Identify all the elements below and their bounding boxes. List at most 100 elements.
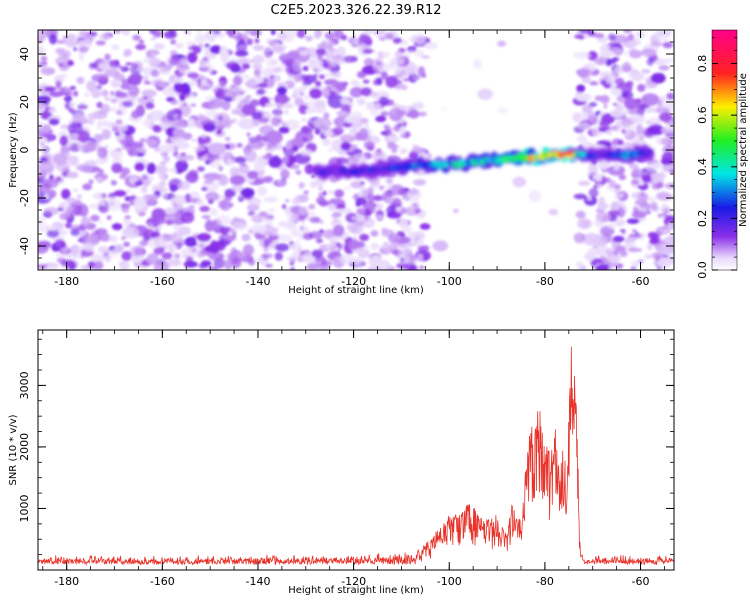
spectrogram-x-tick-label: -140: [245, 275, 270, 288]
spectrogram-noise-cell: [300, 253, 316, 263]
spectrogram-noise-cell: [265, 38, 274, 44]
spectrogram-noise-cell: [70, 133, 80, 139]
spectrogram-noise-cell: [218, 80, 226, 86]
spectrogram-noise-cell: [313, 117, 332, 129]
spectrogram-noise-cell: [647, 196, 656, 203]
spectrogram-noise-cell: [370, 230, 379, 237]
spectrogram-noise-cell: [263, 196, 278, 203]
spectrogram-noise-cell: [614, 77, 625, 85]
spectrogram-noise-cell: [181, 163, 188, 168]
spectrogram-noise-cell: [612, 235, 625, 243]
spectrogram-noise-cell: [42, 124, 51, 131]
spectrogram-noise-cell: [408, 151, 419, 160]
spectrogram-noise-cell: [352, 153, 368, 164]
spectrogram-noise-cell: [359, 181, 365, 185]
spectrogram-noise-cell: [669, 120, 673, 126]
spectrogram-noise-cell: [238, 38, 245, 44]
spectrogram-noise-cell: [572, 112, 582, 123]
spectrogram-noise-cell: [141, 260, 147, 266]
spectrogram-noise-cell: [604, 130, 613, 135]
spectrogram-noise-cell: [576, 84, 586, 93]
spectrogram-noise-cell: [121, 139, 138, 151]
spectrogram-noise-cell: [167, 259, 182, 267]
spectrogram-noise-cell: [209, 98, 224, 109]
spectrogram-noise-cell: [38, 146, 47, 153]
spectrogram-noise-cell: [46, 229, 60, 238]
spectrogram-noise-cell: [584, 252, 596, 261]
spectrogram-noise-cell: [182, 154, 195, 161]
spectrogram-noise-cell: [634, 199, 648, 206]
spectrogram-noise-cell: [183, 261, 198, 268]
spectrogram-noise-cell: [637, 83, 646, 92]
spectrogram-noise-cell: [146, 223, 154, 228]
spectrogram-noise-cell: [68, 155, 79, 166]
spectrogram-noise-cell: [177, 72, 182, 79]
spectrogram-noise-cell: [398, 70, 407, 75]
spectrogram-noise-cell: [321, 139, 332, 146]
spectrogram-noise-cell: [661, 152, 674, 163]
spectrogram-noise-cell: [187, 72, 199, 79]
spectrogram-noise-cell: [38, 241, 52, 249]
spectrogram-noise-cell: [169, 184, 178, 193]
spectrogram-noise-cell: [586, 30, 593, 35]
spectrogram-noise-cell: [225, 30, 236, 36]
spectrogram-noise-cell: [618, 174, 627, 181]
snr-frame: [37, 329, 675, 571]
spectrogram-noise-cell: [340, 141, 351, 151]
spectrogram-noise-cell: [119, 260, 130, 270]
spectrogram-noise-cell: [77, 130, 90, 143]
spectrogram-noise-cell: [132, 34, 141, 41]
spectrogram-noise-cell: [632, 38, 642, 46]
spectrogram-noise-cell: [292, 145, 299, 152]
spectrogram-noise-cell: [357, 112, 363, 116]
spectrogram-panel: -180 -160 -140 -120 -100 -80 -60 -40 -20 0 20 40 He…: [8, 29, 675, 296]
spectrogram-noise-cell: [329, 70, 342, 79]
spectrogram-noise-cell: [75, 204, 83, 211]
spectrogram-noise-cell: [203, 179, 214, 184]
spectrogram-noise-cell: [264, 102, 276, 108]
spectrogram-noise-cell: [340, 34, 348, 41]
spectrogram-noise-cell: [101, 89, 109, 97]
spectrogram-noise-cell: [173, 150, 179, 156]
spectrogram-noise-cell: [61, 188, 71, 200]
spectrogram-noise-cell: [311, 175, 316, 178]
spectrogram-noise-cell: [337, 110, 348, 117]
spectrogram-noise-cell: [659, 215, 666, 219]
spectrogram-noise-cell: [235, 50, 249, 57]
spectrogram-noise-cell: [142, 234, 150, 243]
spectrogram-noise-cell: [586, 61, 595, 69]
spectrogram-noise-cell: [247, 258, 256, 266]
spectrogram-noise-cell: [575, 210, 586, 219]
spectrogram-noise-cell: [111, 162, 123, 174]
spectrogram-noise-cell: [240, 187, 255, 198]
spectrogram-noise-cell: [99, 33, 111, 40]
spectrogram-noise-cell: [136, 152, 145, 157]
spectrogram-noise-cell: [114, 30, 122, 34]
spectrogram-noise-cell: [271, 108, 283, 116]
spectrogram-noise-cell: [38, 45, 45, 55]
spectrogram-y-tick-label: -20: [18, 189, 31, 207]
spectrogram-noise-cell: [205, 191, 220, 202]
spectrogram-noise-cell: [333, 216, 339, 223]
spectrogram-noise-cell: [284, 119, 300, 131]
spectrogram-noise-cell: [641, 93, 660, 106]
spectrogram-noise-cell: [641, 174, 652, 183]
spectrogram-noise-cell: [231, 118, 237, 124]
spectrogram-noise-cell: [146, 162, 156, 174]
spectrogram-noise-cell: [243, 89, 248, 93]
snr-xlabel: Height of straight line (km): [288, 585, 424, 596]
spectrogram-noise-cell: [182, 132, 193, 140]
spectrogram-noise-cell: [149, 53, 157, 57]
spectrogram-noise-layer: [38, 30, 674, 270]
spectrogram-noise-cell: [378, 96, 389, 106]
spectrogram-noise-cell: [201, 215, 211, 219]
spectrogram-noise-cell: [597, 202, 609, 210]
spectrogram-noise-cell: [204, 245, 219, 253]
spectrogram-noise-cell: [240, 97, 250, 105]
spectrogram-noise-cell: [624, 97, 638, 110]
spectrogram-noise-cell: [203, 172, 222, 181]
spectrogram-noise-cell: [314, 30, 322, 39]
spectrogram-noise-cell: [154, 235, 167, 248]
spectrogram-noise-cell: [632, 206, 639, 214]
spectrogram-noise-cell: [100, 120, 109, 126]
